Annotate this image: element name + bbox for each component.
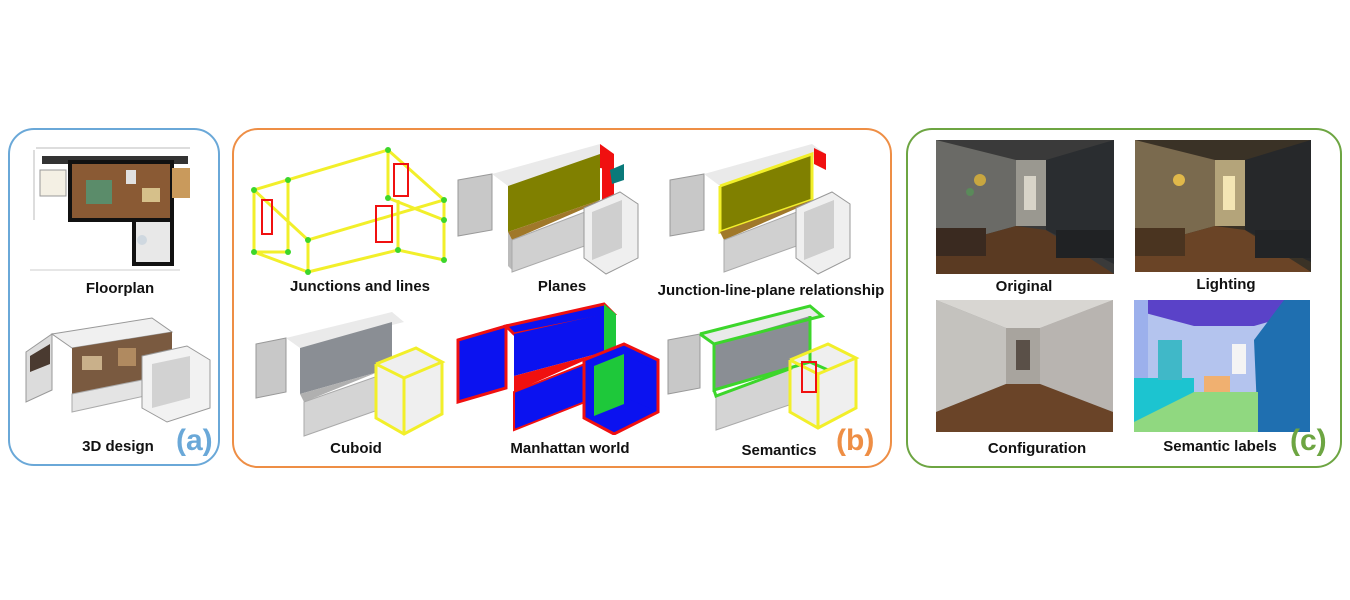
semantic-labels-caption: Semantic labels <box>1163 438 1277 455</box>
lighting-caption: Lighting <box>1196 276 1256 293</box>
semantic-labels-render <box>1134 300 1310 432</box>
configuration-render <box>936 300 1113 432</box>
3d-design-caption: 3D design <box>82 438 154 455</box>
cuboid-caption: Cuboid <box>330 440 382 457</box>
panel-a-tag: (a) <box>176 424 213 457</box>
semantics-image <box>664 300 864 435</box>
3d-design-image <box>22 312 212 424</box>
panel-c-tag: (c) <box>1290 424 1327 457</box>
original-render <box>936 140 1114 274</box>
floorplan-image <box>30 140 200 275</box>
planes-image <box>452 140 642 275</box>
manhattan-image <box>454 300 664 435</box>
panel-b-tag: (b) <box>836 424 875 457</box>
semantics-caption: Semantics <box>741 442 817 459</box>
cuboid-image <box>252 310 452 440</box>
wireframe-image <box>248 140 448 275</box>
configuration-caption: Configuration <box>987 440 1087 457</box>
planes-caption: Planes <box>537 278 587 295</box>
original-caption: Original <box>995 278 1053 295</box>
panel-b-frame <box>232 128 892 468</box>
relationship-caption: Junction-line-plane relationship <box>657 282 885 299</box>
panel-c-frame <box>906 128 1342 468</box>
relationship-image <box>664 140 854 275</box>
manhattan-caption: Manhattan world <box>510 440 630 457</box>
lighting-render <box>1135 140 1311 272</box>
floorplan-caption: Floorplan <box>85 280 155 297</box>
junctions-caption: Junctions and lines <box>289 278 431 295</box>
panel-a-frame <box>8 128 220 466</box>
